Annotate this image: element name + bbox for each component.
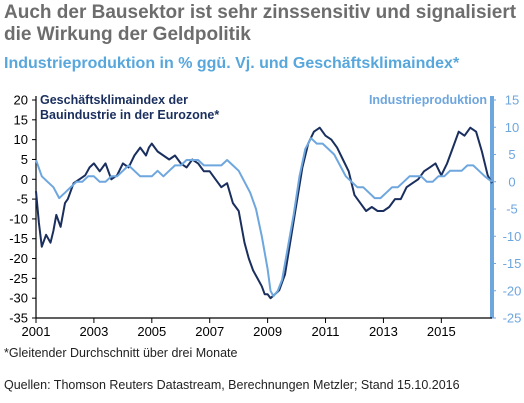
legend-label-construction-climate: Bauindustrie in der Eurozone* <box>40 108 219 122</box>
chart-subtitle: Industrieproduktion in % ggü. Vj. und Ge… <box>4 55 460 72</box>
series-line-industrial-production <box>35 137 493 298</box>
y-left-tick-label: 20 <box>14 93 28 108</box>
y-left-tick-label: -20 <box>9 251 28 266</box>
line-chart: 20151050-5-10-15-20-25-30-35151050-5-10-… <box>9 93 522 340</box>
y-right-tick-label: -5 <box>506 202 518 217</box>
y-right-tick-label: 10 <box>505 120 519 135</box>
y-right-tick-label: 15 <box>505 93 519 108</box>
legend-label-industrial-production: Industrieproduktion <box>369 93 487 107</box>
x-tick-label: 2011 <box>312 324 340 339</box>
y-left-tick-label: 10 <box>14 132 28 147</box>
sources-note: Quellen: Thomson Reuters Datastream, Ber… <box>4 378 460 392</box>
x-tick-label: 2009 <box>253 324 282 339</box>
y-left-tick-label: 15 <box>14 112 28 127</box>
x-tick-label: 2007 <box>195 324 224 339</box>
y-left-tick-label: -15 <box>9 231 28 246</box>
y-right-tick-label: 0 <box>508 174 515 189</box>
y-left-tick-label: 0 <box>21 172 28 187</box>
chart-title-line-1: Auch der Bausektor ist sehr zinssensitiv… <box>4 2 517 23</box>
x-tick-label: 2003 <box>79 324 108 339</box>
legend-label-construction-climate: Geschäftsklimaindex der <box>40 93 188 107</box>
chart-title-line-2: die Wirkung der Geldpolitik <box>4 24 251 45</box>
y-left-tick-label: -10 <box>9 211 28 226</box>
y-left-tick-label: -30 <box>9 291 28 306</box>
y-right-tick-label: 5 <box>508 147 515 162</box>
chart-title: Auch der Bausektor ist sehr zinssensitiv… <box>4 2 516 46</box>
y-left-tick-label: -5 <box>16 192 28 207</box>
y-right-tick-label: -15 <box>503 256 522 271</box>
x-tick-label: 2005 <box>137 324 166 339</box>
y-right-tick-label: -10 <box>503 229 522 244</box>
y-left-tick-label: -25 <box>9 271 28 286</box>
y-right-tick-label: -25 <box>503 311 522 326</box>
y-left-tick-label: -35 <box>9 311 28 326</box>
y-left-tick-label: 5 <box>21 152 28 167</box>
y-right-tick-label: -20 <box>503 283 522 298</box>
footnote: *Gleitender Durchschnitt über drei Monat… <box>4 346 238 360</box>
x-tick-label: 2015 <box>427 324 456 339</box>
x-tick-label: 2001 <box>22 324 51 339</box>
series-line-construction-climate <box>35 126 493 300</box>
x-tick-label: 2013 <box>369 324 398 339</box>
